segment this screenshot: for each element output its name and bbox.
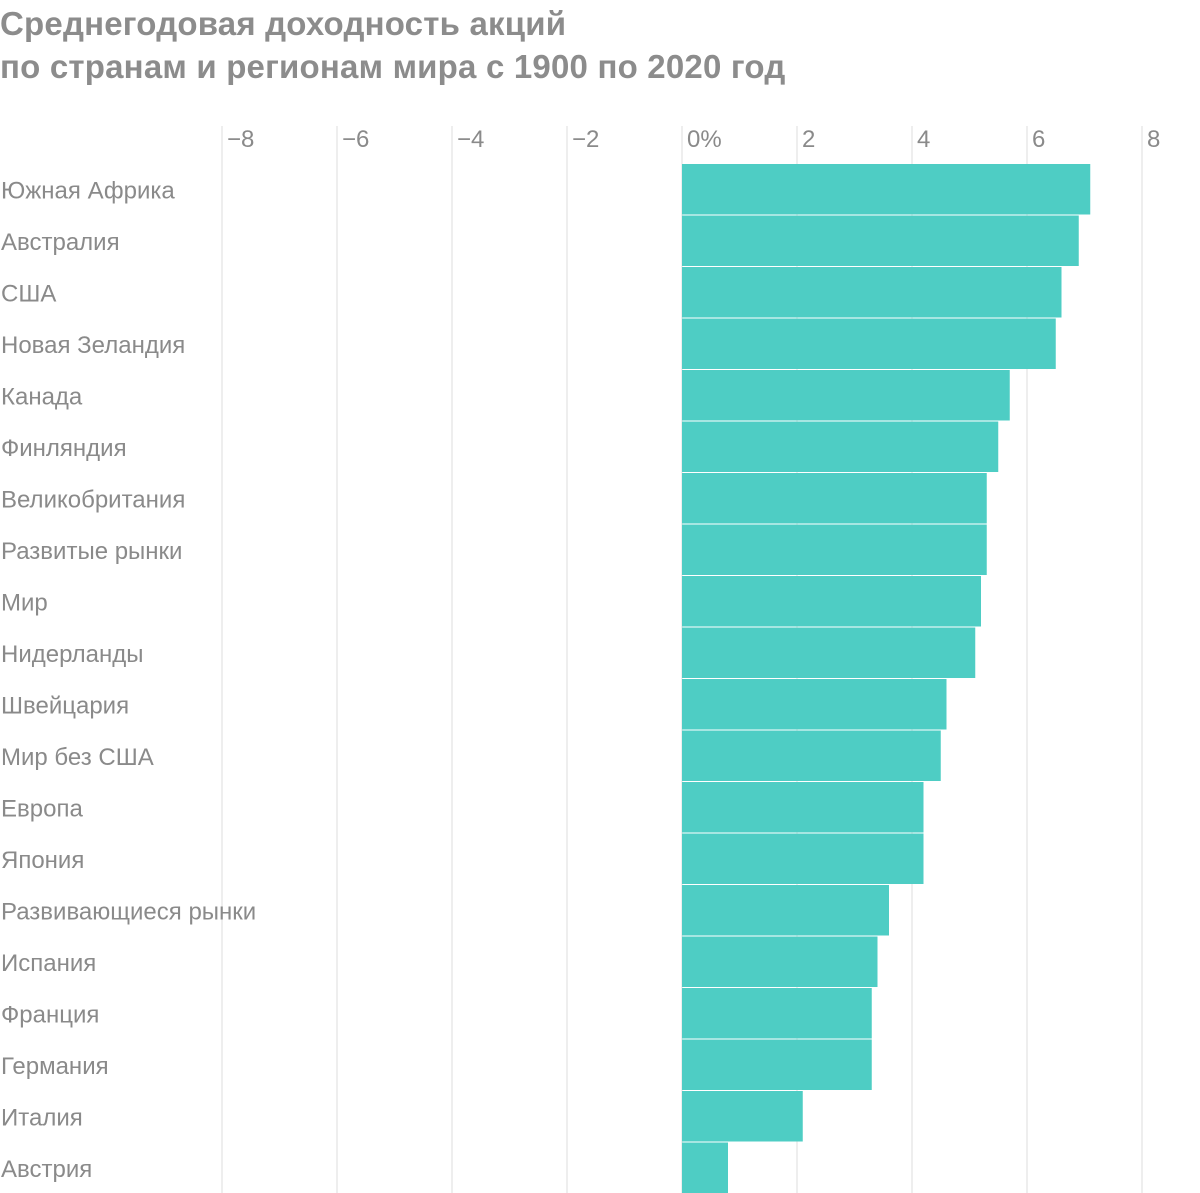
x-tick-label: 0%	[687, 126, 722, 153]
bar	[682, 164, 1091, 215]
x-tick-label: −2	[572, 126, 599, 153]
bar	[682, 885, 889, 936]
x-tick-label: 2	[802, 126, 815, 153]
bar	[682, 936, 878, 987]
chart-title-line-2: по странам и регионам мира с 1900 по 202…	[0, 48, 786, 85]
bar	[682, 524, 987, 575]
category-label: Развитые рынки	[1, 538, 182, 565]
category-label: Европа	[1, 795, 83, 822]
chart-title: Среднегодовая доходность акций по страна…	[0, 2, 1200, 88]
bar	[682, 1039, 872, 1090]
x-tick-label: 4	[917, 126, 930, 153]
x-tick-label: 6	[1032, 126, 1045, 153]
category-label: Южная Африка	[1, 177, 175, 204]
x-axis-tick-labels: −8 −6 −4 −2 0% 2 4 6 8	[227, 126, 1160, 153]
bar	[682, 1142, 728, 1193]
category-label: Испания	[1, 950, 96, 977]
category-labels: Южная Африка Австралия США Новая Зеландия Ка…	[1, 177, 256, 1183]
bar	[682, 627, 976, 678]
category-label: Финляндия	[1, 435, 127, 462]
x-tick-label: 8	[1147, 126, 1160, 153]
category-label: Япония	[1, 847, 84, 874]
category-label: Новая Зеландия	[1, 332, 185, 359]
x-tick-label: −4	[457, 126, 484, 153]
category-label: Мир	[1, 589, 48, 616]
bar	[682, 833, 924, 884]
bar	[682, 576, 981, 627]
bar	[682, 1091, 803, 1142]
x-tick-label: −8	[227, 126, 254, 153]
bar	[682, 730, 941, 781]
category-label: Нидерланды	[1, 641, 143, 668]
category-label: Канада	[1, 383, 83, 410]
category-label: Австралия	[1, 229, 120, 256]
bar	[682, 267, 1062, 318]
bar	[682, 782, 924, 833]
category-label: США	[1, 280, 56, 307]
bar	[682, 988, 872, 1039]
category-label: Германия	[1, 1053, 109, 1080]
bar	[682, 215, 1079, 266]
bar	[682, 318, 1056, 369]
bar	[682, 370, 1010, 421]
x-tick-label: −6	[342, 126, 369, 153]
bar	[682, 421, 999, 472]
category-label: Великобритания	[1, 486, 185, 513]
bar	[682, 679, 947, 730]
category-label: Мир без США	[1, 744, 154, 771]
bar	[682, 473, 987, 524]
category-label: Австрия	[1, 1156, 92, 1183]
bars	[682, 164, 1091, 1193]
category-label: Италия	[1, 1104, 83, 1131]
category-label: Франция	[1, 1001, 99, 1028]
category-label: Развивающиеся рынки	[1, 898, 256, 925]
chart-title-line-1: Среднегодовая доходность акций	[0, 5, 567, 42]
category-label: Швейцария	[1, 692, 129, 719]
